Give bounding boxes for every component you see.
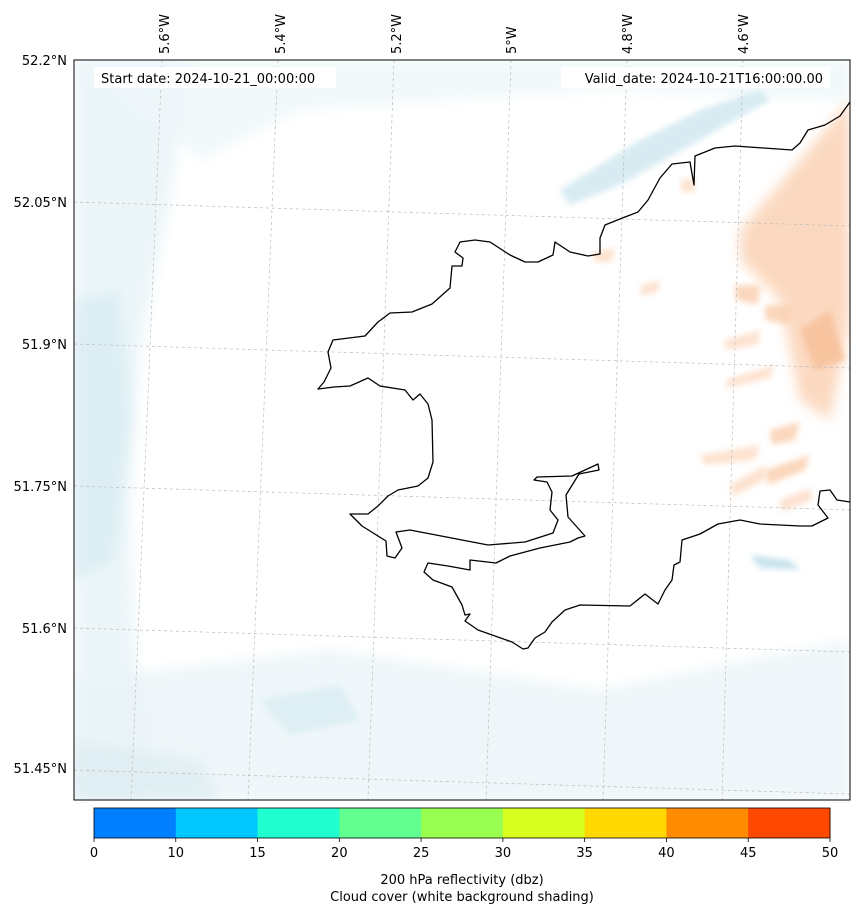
colorbar-segment <box>502 808 586 838</box>
lat-label: 51.75°N <box>14 480 67 495</box>
reflectivity-cell <box>765 305 795 325</box>
valid-date-box <box>561 67 830 88</box>
colorbar-tick-label: 10 <box>168 846 185 861</box>
parallel-line <box>74 60 120 61</box>
colorbar-segment <box>584 808 667 838</box>
lon-label: 5.2°W <box>390 14 405 54</box>
lat-label: 51.45°N <box>14 762 67 777</box>
valid-date-text: Valid_date: 2024-10-21T16:00:00.00 <box>585 72 823 87</box>
colorbar-tick-label: 20 <box>331 846 348 861</box>
reflectivity-cell <box>770 422 800 445</box>
start-date-text: Start date: 2024-10-21_00:00:00 <box>101 72 315 87</box>
lon-label: 4.8°W <box>621 14 636 54</box>
cloud-patch-southwest <box>74 740 220 800</box>
reflectivity-cell <box>592 248 615 262</box>
colorbar-segment <box>94 808 177 838</box>
colorbar-segment <box>421 808 504 838</box>
colorbar-ticks: 0 10 15 20 25 30 35 40 45 50 <box>90 838 838 861</box>
reflectivity-core <box>800 310 845 370</box>
lat-label: 52.05°N <box>14 196 67 211</box>
colorbar-tick-label: 25 <box>413 846 430 861</box>
colorbar-segment <box>175 808 259 838</box>
cloud-band-south <box>74 640 850 800</box>
longitude-labels: 5.6°W 5.4°W 5.2°W 5°W 4.8°W 4.6°W <box>158 14 752 54</box>
colorbar-frame <box>93 807 831 839</box>
colorbar-segment <box>339 808 422 838</box>
start-date-box <box>94 67 336 88</box>
reflectivity-cell <box>680 178 695 192</box>
reflectivity-cell <box>640 280 660 296</box>
lon-label: 5.4°W <box>274 14 289 54</box>
colorbar-tick-label: 40 <box>658 846 675 861</box>
colorbar: 0 10 15 20 25 30 35 40 45 50 200 hPa reflectivity… <box>90 807 838 905</box>
lon-label: 5°W <box>505 26 520 54</box>
colorbar-label: 200 hPa reflectivity (dbz) <box>380 873 543 888</box>
cloud-streak-east <box>750 555 800 570</box>
colorbar-tick-label: 50 <box>822 846 839 861</box>
colorbar-segment <box>257 808 340 838</box>
lat-label: 52.2°N <box>22 54 67 69</box>
map-frame <box>73 59 851 801</box>
cloud-streak-north <box>560 90 770 205</box>
cloud-band-west <box>74 60 190 800</box>
cloud-patch-south <box>260 685 360 735</box>
colorbar-tick-label: 35 <box>576 846 593 861</box>
reflectivity-cell <box>700 445 760 465</box>
latitude-labels: 52.2°N 52.05°N 51.9°N 51.75°N 51.6°N 51.… <box>14 54 67 777</box>
date-annotations: Start date: 2024-10-21_00:00:00 Valid_da… <box>94 67 830 88</box>
reflectivity-cell <box>780 488 812 512</box>
colorbar-segment <box>748 808 831 838</box>
cloud-core-west <box>74 290 130 580</box>
map-panel <box>73 59 851 801</box>
lat-label: 51.9°N <box>22 338 67 353</box>
coastline-pembrokeshire <box>317 101 850 650</box>
lat-label: 51.6°N <box>22 622 67 637</box>
coastline <box>317 101 850 650</box>
colorbar-tick-label: 0 <box>90 846 98 861</box>
colorbar-segment <box>666 808 749 838</box>
colorbar-tick-label: 30 <box>495 846 512 861</box>
reflectivity-cell <box>730 465 768 497</box>
reflectivity-cell <box>765 455 810 485</box>
lon-label: 5.6°W <box>158 14 173 54</box>
colorbar-segments <box>94 808 831 838</box>
colorbar-tick-label: 15 <box>249 846 266 861</box>
reflectivity-cell <box>735 285 760 305</box>
reflectivity-shading <box>592 100 850 512</box>
colorbar-sublabel: Cloud cover (white background shading) <box>330 890 594 905</box>
lon-label: 4.6°W <box>737 14 752 54</box>
reflectivity-cell <box>725 365 775 388</box>
colorbar-tick-label: 45 <box>740 846 757 861</box>
reflectivity-cell <box>725 330 760 350</box>
